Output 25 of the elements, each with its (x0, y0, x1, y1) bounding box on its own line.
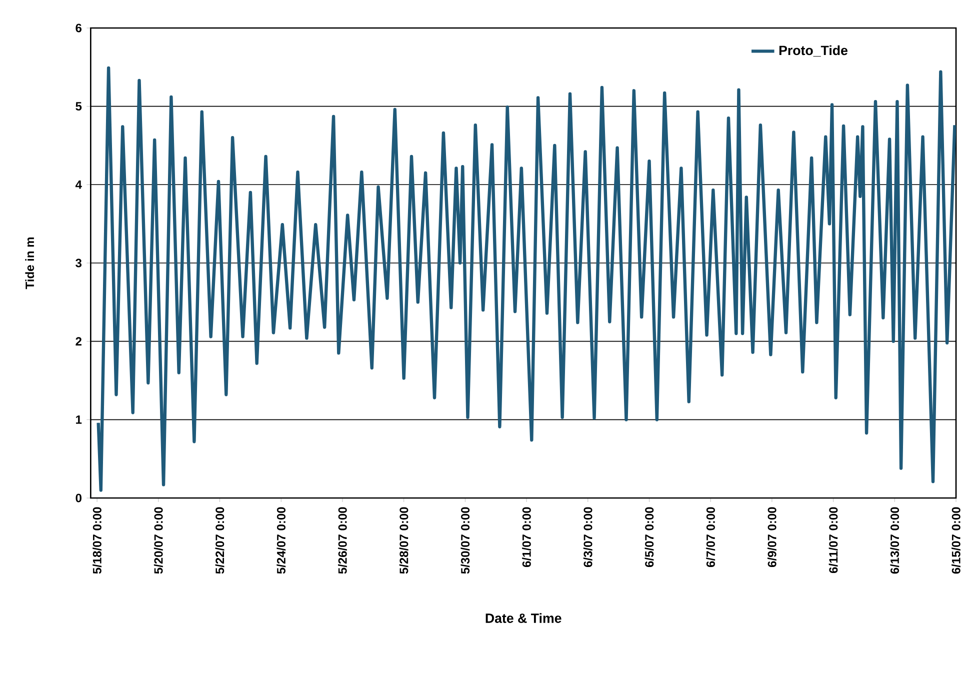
legend-label: Proto_Tide (779, 45, 848, 57)
y-tick-label: 0 (76, 494, 82, 502)
x-tick-label: 5/30/07 0:00 (460, 507, 470, 574)
x-tick-label: 6/11/07 0:00 (828, 507, 838, 573)
y-axis-title: Tide in m (25, 238, 34, 290)
y-tick-label: 4 (75, 180, 82, 189)
x-tick-label: 6/5/07 0:00 (644, 507, 654, 567)
x-tick-label: 5/28/07 0:00 (399, 507, 408, 574)
x-axis-title: Date & Time (486, 613, 562, 623)
x-tick-label: 6/3/07 0:00 (583, 507, 592, 567)
x-tick-label: 6/9/07 0:00 (767, 507, 776, 567)
y-tick-label: 5 (76, 102, 82, 111)
x-tick-label: 5/26/07 0:00 (338, 507, 347, 574)
y-tick-label: 6 (76, 24, 82, 32)
y-tick-label: 1 (76, 416, 82, 424)
x-tick-label: 5/22/07 0:00 (215, 507, 224, 574)
x-tick-label: 5/24/07 0:00 (276, 507, 286, 574)
x-tick-label: 6/1/07 0:00 (522, 507, 531, 567)
x-tick-label: 6/7/07 0:00 (706, 507, 716, 567)
x-tick-label: 5/20/07 0:00 (154, 507, 163, 574)
y-tick-label: 2 (76, 337, 82, 346)
x-tick-label: 6/15/07 0:00 (952, 507, 960, 574)
x-tick-label: 6/13/07 0:00 (890, 507, 900, 574)
x-tick-label: 5/18/07 0:00 (92, 507, 102, 574)
y-tick-label: 3 (76, 258, 82, 268)
